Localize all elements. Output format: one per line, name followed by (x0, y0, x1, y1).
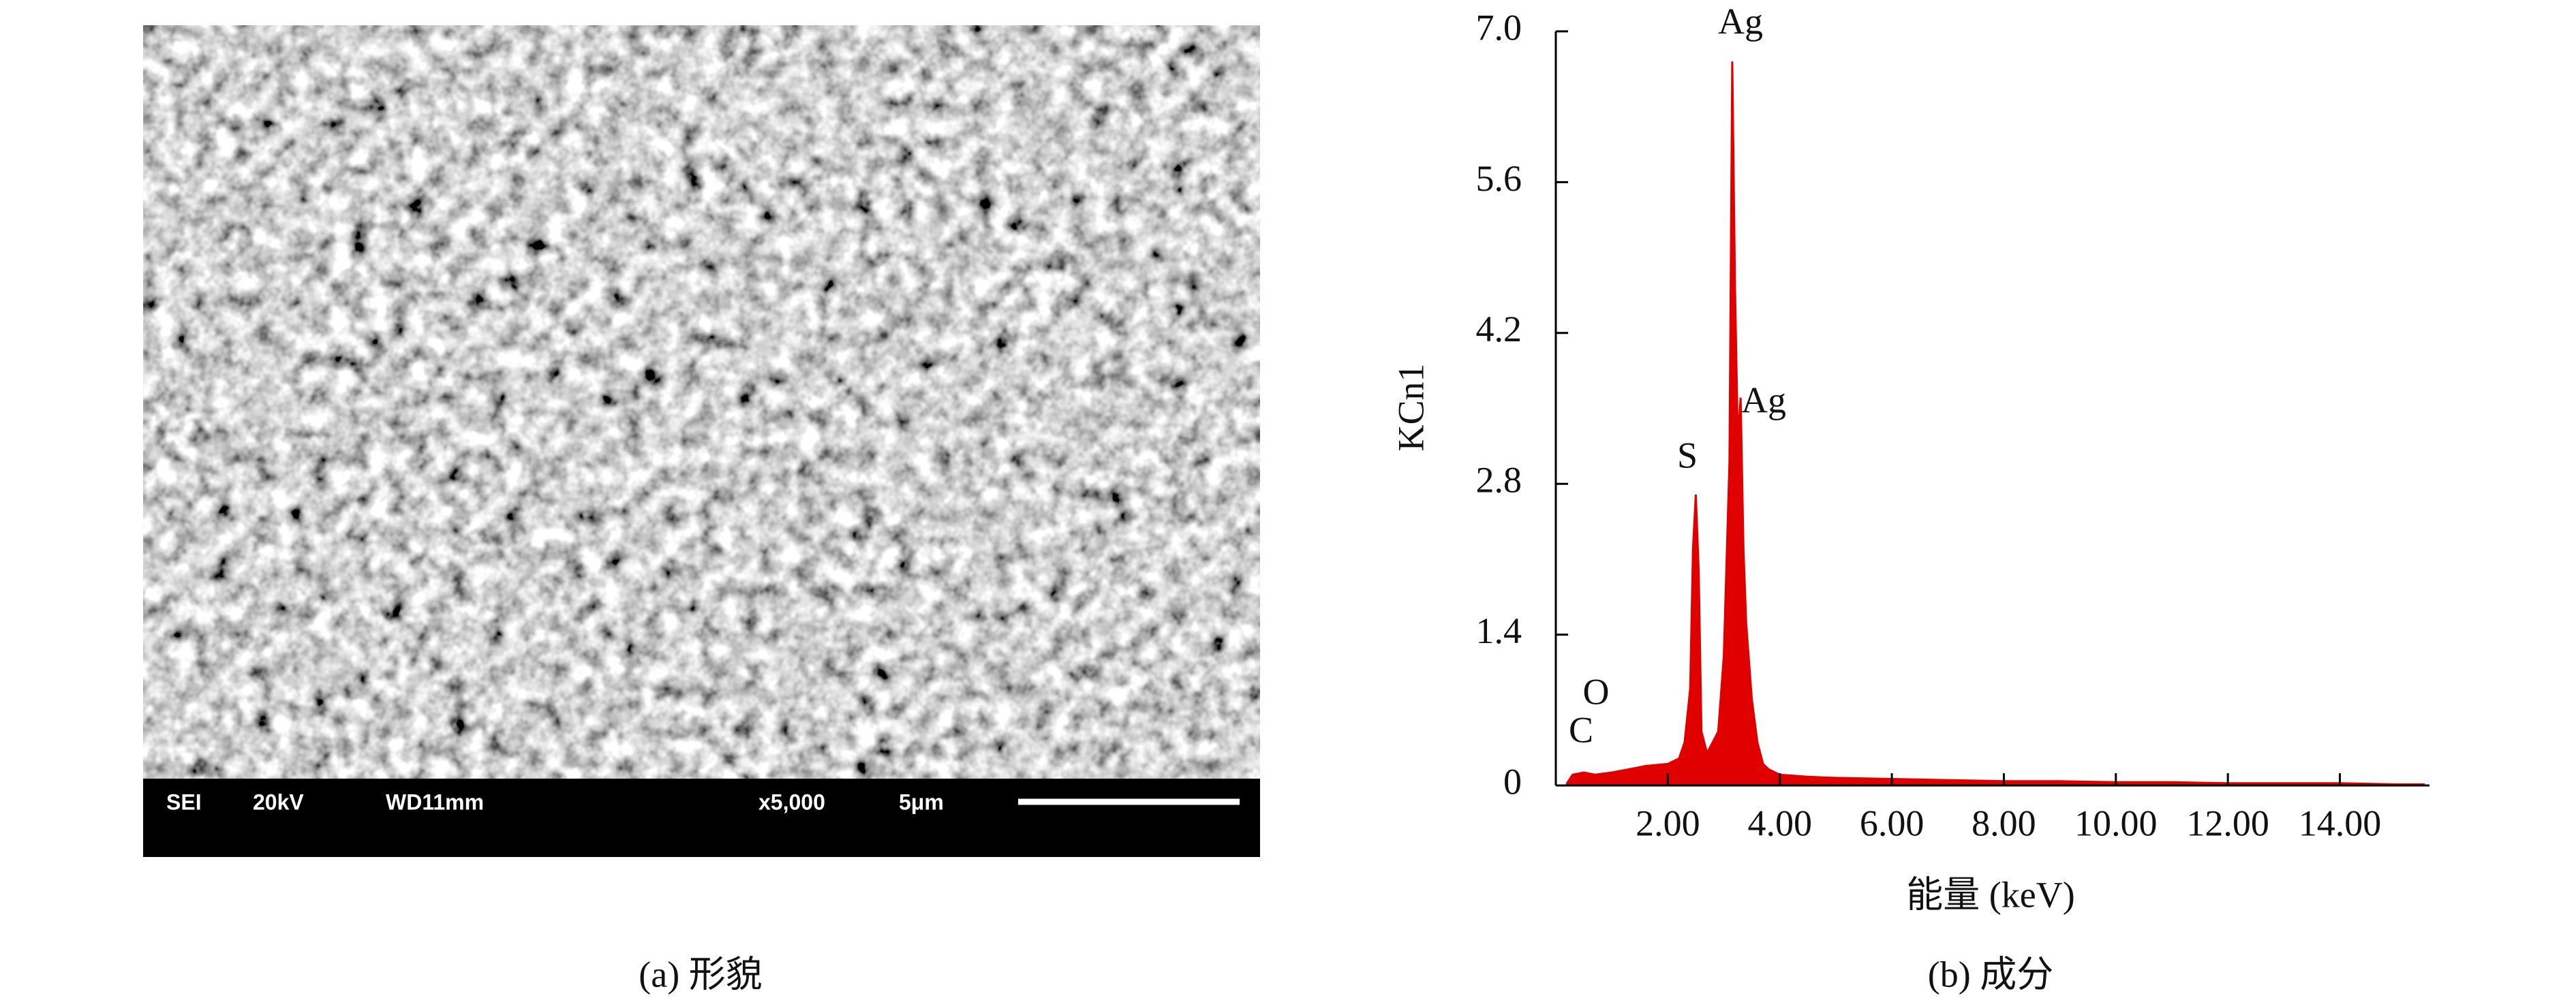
info-text: 5μm (899, 790, 944, 814)
caption: (a) 形貌 (639, 954, 762, 995)
y-axis-label: KCn1 (1390, 363, 1431, 451)
peak-label: Ag (1741, 379, 1786, 420)
y-tick-label: 2.8 (1476, 460, 1522, 501)
y-tick-label: 7.0 (1476, 7, 1522, 48)
x-tick-label: 2.00 (1636, 802, 1700, 843)
info-text: SEI (166, 790, 202, 814)
info-text: 20kV (253, 790, 304, 814)
info-text: x5,000 (758, 790, 825, 814)
info-bar (143, 779, 1260, 857)
x-tick-label: 10.00 (2074, 802, 2158, 843)
x-tick-label: 14.00 (2299, 802, 2382, 843)
peak-label: S (1677, 435, 1698, 475)
x-tick-label: 4.00 (1747, 802, 1812, 843)
x-tick-label: 6.00 (1860, 802, 1925, 843)
peak-label: C (1569, 709, 1593, 750)
x-axis-label: 能量 (keV) (1906, 874, 2074, 915)
spectrum-area (1565, 61, 2425, 787)
sem-image: SEI 20kV WD11mm x5,000 5μm (143, 25, 1260, 857)
peak-label: Ag (1718, 1, 1763, 42)
y-tick-label: 5.6 (1476, 158, 1522, 199)
y-tick-label: 0 (1503, 761, 1522, 802)
info-text: WD11mm (386, 790, 484, 814)
x-tick-label: 12.00 (2186, 802, 2269, 843)
y-tick-label: 1.4 (1476, 610, 1522, 651)
caption: (b) 成分 (1928, 954, 2053, 995)
x-tick-label: 8.00 (1972, 802, 2036, 843)
peak-label: O (1583, 671, 1610, 712)
sem-micrograph (143, 25, 1260, 779)
y-tick-label: 4.2 (1476, 309, 1522, 349)
